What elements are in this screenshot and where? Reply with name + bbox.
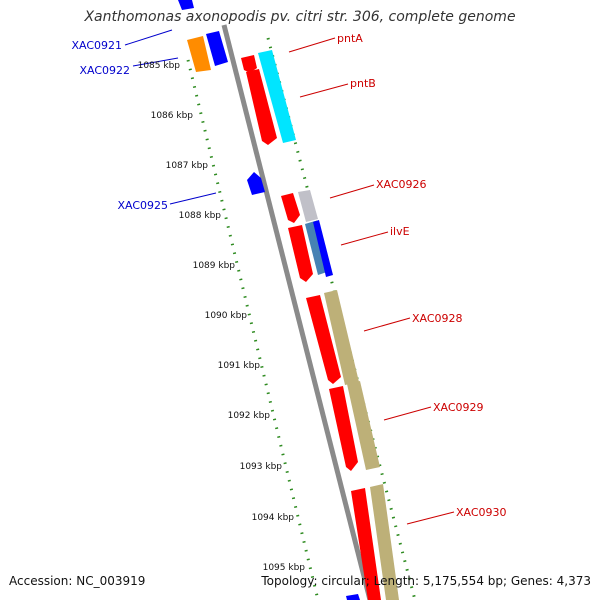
label-connectors bbox=[124, 29, 455, 525]
gene-arrow-bottom[interactable] bbox=[346, 594, 360, 600]
tick-label: 1085 kbp bbox=[138, 61, 181, 71]
gene-band-ilve-blue bbox=[313, 220, 333, 277]
genome-title: Xanthomonas axonopodis pv. citri str. 30… bbox=[84, 9, 516, 25]
gene-arrow-xac0922[interactable] bbox=[206, 31, 228, 66]
gene-label-ilve[interactable]: ilvE bbox=[390, 225, 410, 238]
gene-arrow-xac0930[interactable] bbox=[351, 488, 381, 600]
gene-label-pntb[interactable]: pntB bbox=[350, 77, 376, 90]
gene-band-xac0926-grey bbox=[298, 190, 318, 222]
genome-backbone bbox=[221, 24, 373, 600]
tick-label: 1094 kbp bbox=[252, 513, 295, 523]
gene-label-xac0930[interactable]: XAC0930 bbox=[456, 506, 507, 519]
gene-label-pnta[interactable]: pntA bbox=[337, 32, 363, 45]
gene-features bbox=[178, 0, 399, 600]
gene-arrow-xac0925[interactable] bbox=[247, 172, 265, 195]
gene-label-xac0921[interactable]: XAC0921 bbox=[71, 39, 122, 52]
gene-arrow-xac0928[interactable] bbox=[306, 295, 341, 384]
tick-label: 1089 kbp bbox=[193, 261, 236, 271]
gene-arrow-xac0926[interactable] bbox=[281, 193, 300, 223]
gene-band-xac0930 bbox=[370, 484, 399, 600]
gene-band-ilve-steel bbox=[305, 221, 327, 275]
genome-stats-text: Topology: circular; Length: 5,175,554 bp… bbox=[261, 574, 591, 588]
gene-band-cyan bbox=[258, 50, 296, 143]
gene-arrow-pntb[interactable] bbox=[246, 69, 277, 145]
gene-arrow-ilve[interactable] bbox=[288, 225, 313, 282]
gene-labels: XAC0921 XAC0922 pntA pntB XAC0925 XAC092… bbox=[71, 32, 506, 519]
gene-label-xac0925[interactable]: XAC0925 bbox=[117, 199, 168, 212]
gene-arrow-xac0921[interactable] bbox=[187, 36, 211, 72]
accession-text: Accession: NC_003919 bbox=[9, 574, 146, 588]
tick-label: 1093 kbp bbox=[240, 462, 283, 472]
gene-band-xac0928 bbox=[324, 290, 359, 385]
tick-label: 1087 kbp bbox=[166, 161, 209, 171]
gene-label-xac0926[interactable]: XAC0926 bbox=[376, 178, 427, 191]
gene-arrow-top-blue[interactable] bbox=[178, 0, 194, 10]
tick-label: 1088 kbp bbox=[179, 211, 222, 221]
tick-label: 1091 kbp bbox=[218, 361, 261, 371]
tick-label: 1086 kbp bbox=[151, 111, 194, 121]
gene-arrow-xac0929[interactable] bbox=[329, 386, 358, 471]
gene-label-xac0929[interactable]: XAC0929 bbox=[433, 401, 484, 414]
tick-labels: 1085 kbp 1086 kbp 1087 kbp 1088 kbp 1089… bbox=[138, 61, 306, 573]
gene-arrow-pnta[interactable] bbox=[241, 55, 257, 73]
gene-label-xac0922[interactable]: XAC0922 bbox=[79, 64, 130, 77]
tick-label: 1095 kbp bbox=[263, 563, 306, 573]
tick-label: 1090 kbp bbox=[205, 311, 248, 321]
tick-label: 1092 kbp bbox=[228, 411, 271, 421]
gene-label-xac0928[interactable]: XAC0928 bbox=[412, 312, 463, 325]
gene-band-xac0929 bbox=[347, 381, 380, 470]
